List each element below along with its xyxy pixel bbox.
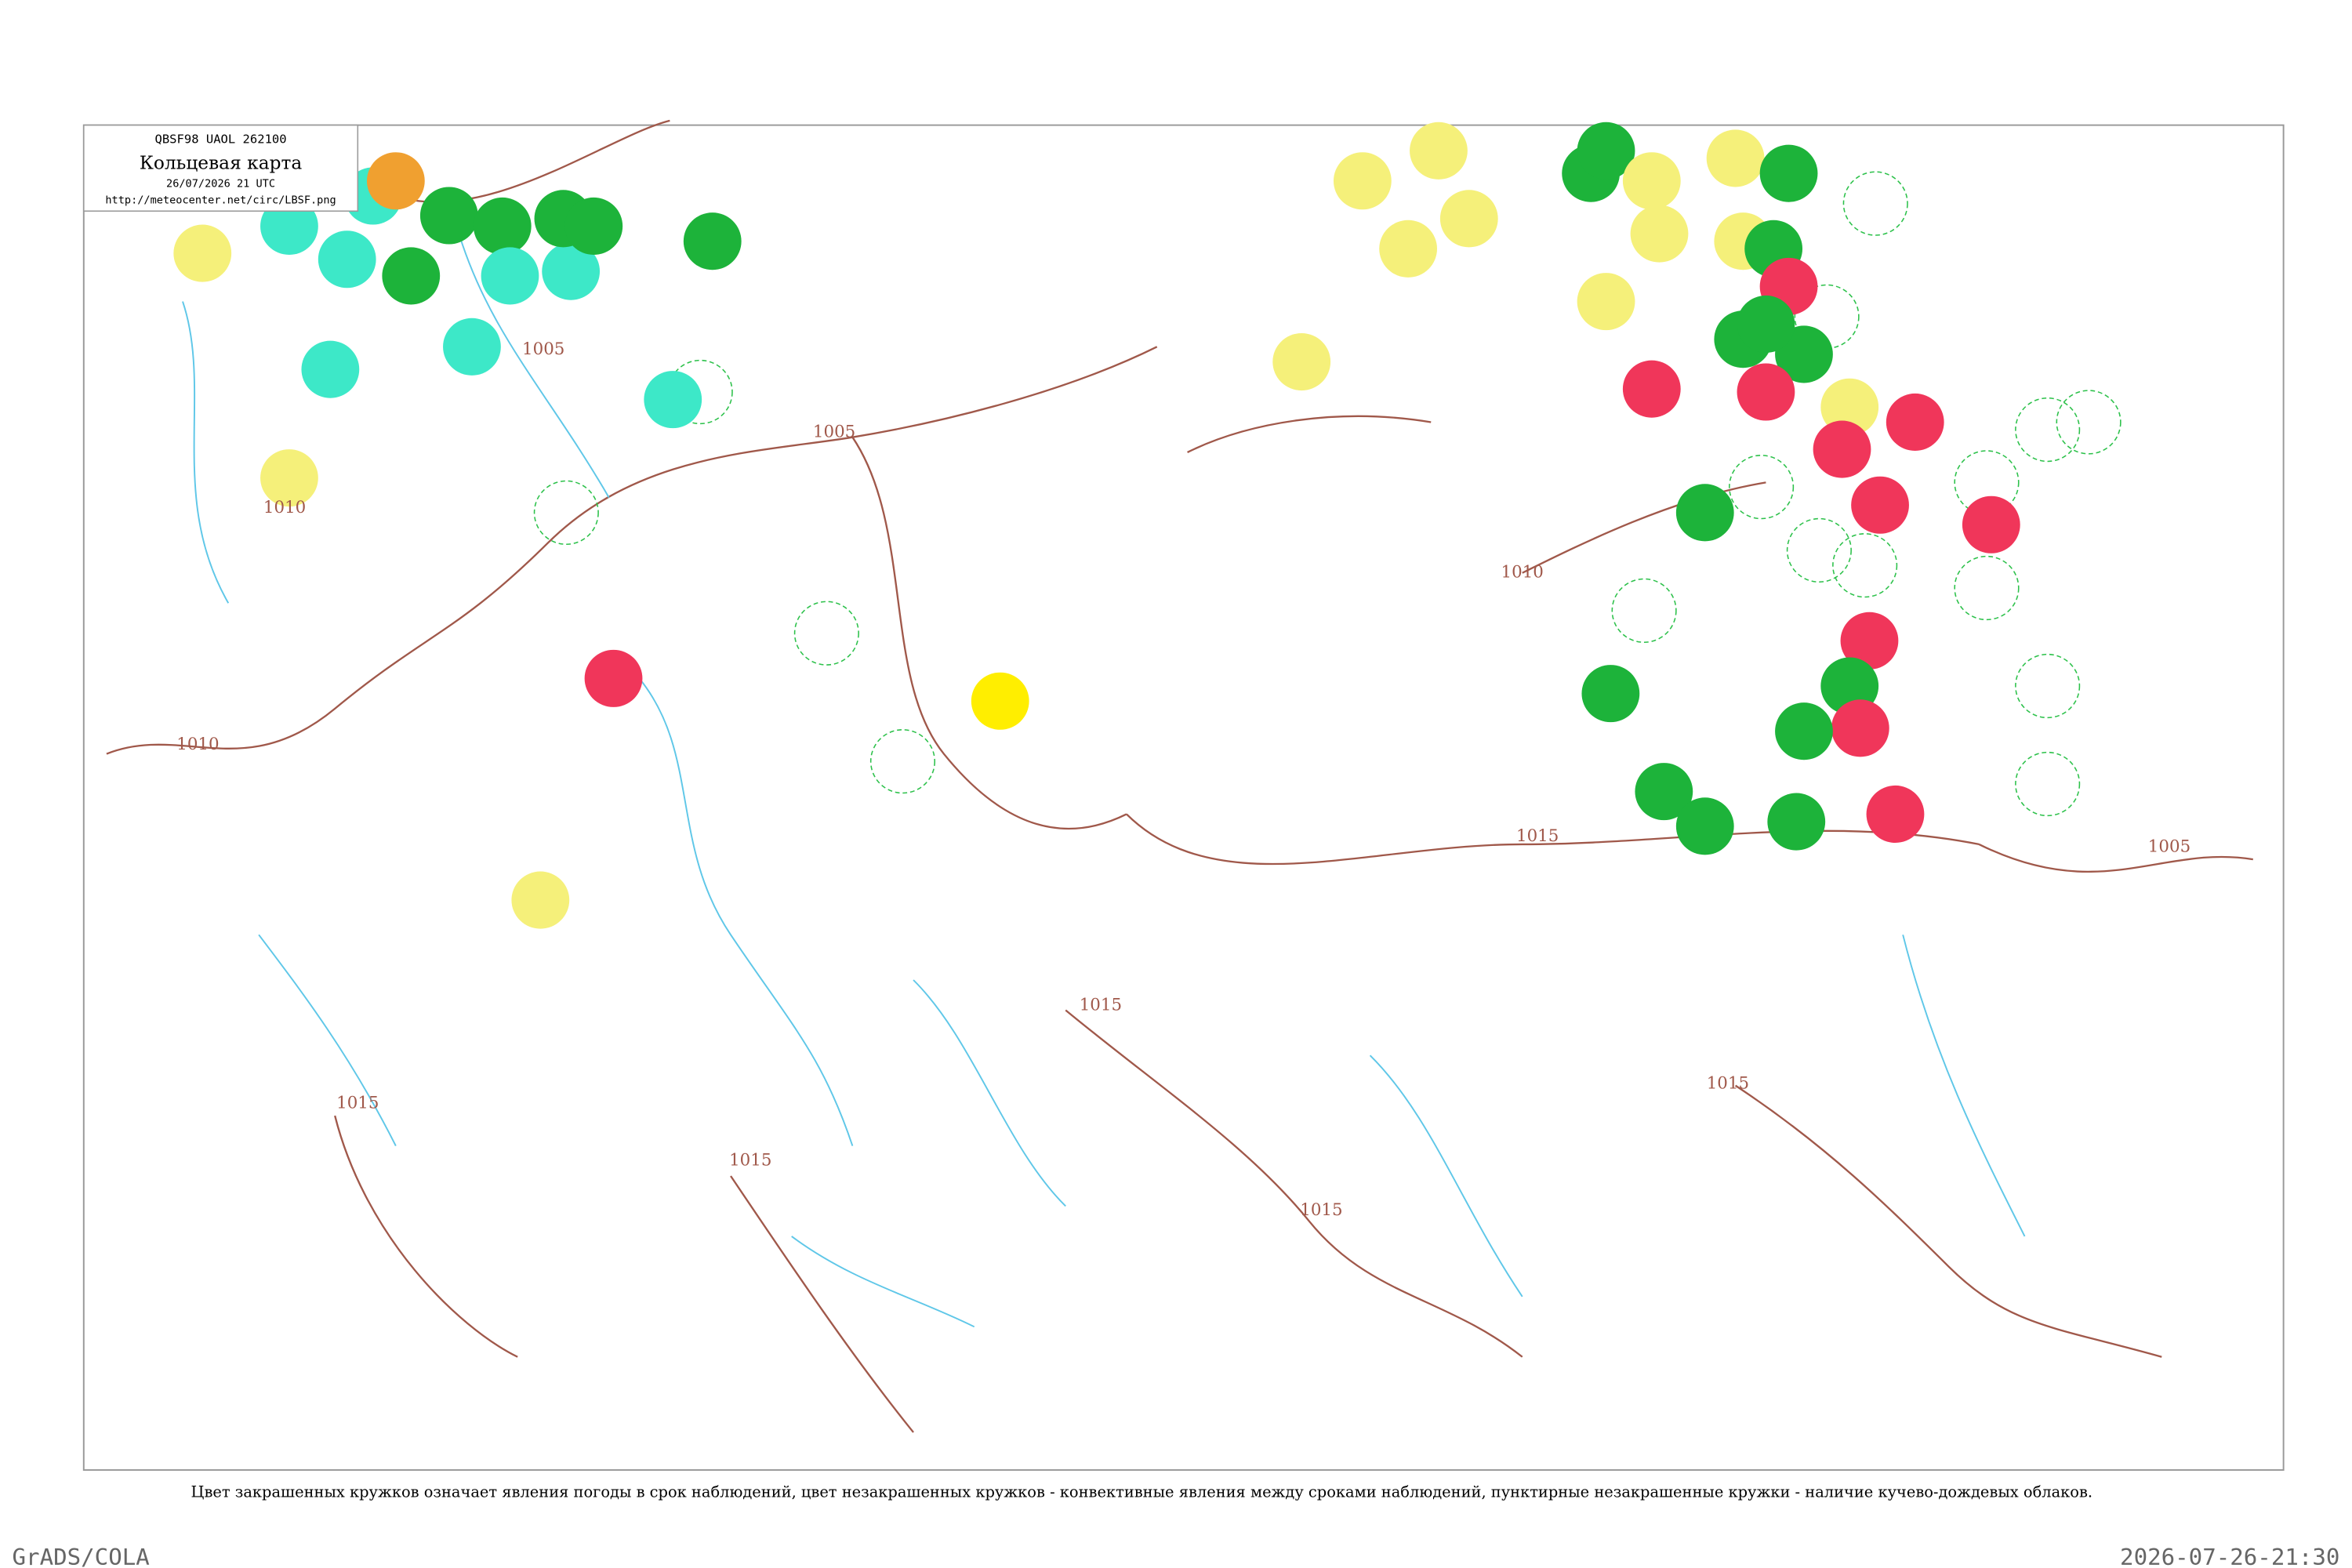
weather-circle bbox=[1581, 665, 1640, 723]
weather-circle bbox=[1577, 122, 1635, 180]
isobar-label: 1015 bbox=[1080, 996, 1122, 1015]
weather-circle bbox=[173, 224, 232, 282]
cb-cloud-ring bbox=[2015, 653, 2081, 719]
isobar-label: 1005 bbox=[522, 339, 564, 359]
cb-cloud-ring bbox=[1786, 517, 1852, 583]
cb-cloud-ring bbox=[1954, 555, 2020, 621]
weather-circle bbox=[1439, 190, 1498, 248]
cb-cloud-ring bbox=[1832, 533, 1898, 598]
weather-circle bbox=[1737, 363, 1795, 421]
footer-right: 2026-07-26-21:30 bbox=[2120, 1544, 2339, 1568]
weather-circle bbox=[1886, 393, 1944, 451]
cb-cloud-ring bbox=[2015, 751, 2081, 817]
weather-circle bbox=[542, 242, 601, 300]
cb-cloud-ring bbox=[1729, 455, 1795, 520]
cb-cloud-ring bbox=[533, 480, 599, 545]
header-box bbox=[83, 124, 359, 212]
weather-circle bbox=[1851, 476, 1909, 534]
weather-circle bbox=[382, 247, 441, 305]
weather-circle bbox=[1675, 797, 1734, 855]
isobar-label: 1005 bbox=[2148, 837, 2190, 857]
weather-circle bbox=[1622, 152, 1681, 210]
rivers bbox=[182, 226, 2026, 1328]
weather-circle bbox=[1737, 295, 1795, 353]
isobar-label: 1015 bbox=[1516, 826, 1559, 846]
weather-circle bbox=[1840, 612, 1899, 670]
header-title: Кольцевая карта bbox=[140, 152, 303, 173]
station-circles bbox=[173, 122, 2122, 929]
weather-circle bbox=[1635, 763, 1693, 821]
cb-cloud-ring bbox=[1842, 171, 1908, 236]
cb-cloud-ring bbox=[2056, 390, 2122, 455]
weather-circle bbox=[473, 197, 532, 255]
isobar-label: 1015 bbox=[729, 1151, 771, 1171]
weather-circle bbox=[366, 152, 425, 210]
weather-circle bbox=[1577, 273, 1635, 331]
weather-circle bbox=[1706, 129, 1765, 187]
isobar-labels: 1005 1010 1015 1015 1015 1015 1015 1005 1010 1010… bbox=[176, 339, 2190, 1220]
cb-cloud-ring bbox=[1611, 578, 1677, 643]
weather-circle bbox=[260, 449, 318, 507]
footer-left: GrADS/COLA bbox=[13, 1544, 150, 1568]
weather-circle bbox=[683, 212, 742, 270]
isobar-label: 1010 bbox=[263, 498, 306, 517]
weather-circle bbox=[1410, 122, 1468, 180]
weather-circle bbox=[584, 649, 643, 707]
weather-circle bbox=[1813, 420, 1871, 478]
weather-circle bbox=[301, 340, 360, 398]
cb-cloud-ring bbox=[2015, 397, 2081, 463]
weather-circle bbox=[1272, 333, 1331, 391]
caption: Цвет закрашенных кружков означает явлени… bbox=[191, 1483, 2093, 1501]
isobar-label: 1015 bbox=[1300, 1200, 1342, 1220]
weather-circle bbox=[1333, 152, 1392, 210]
weather-circle bbox=[1767, 793, 1826, 851]
weather-circle bbox=[481, 247, 539, 305]
weather-circle bbox=[1820, 378, 1879, 436]
weather-circle bbox=[971, 672, 1029, 730]
isobar-label: 1010 bbox=[1501, 563, 1544, 583]
weather-circle bbox=[1831, 699, 1889, 757]
weather-circle bbox=[644, 371, 702, 429]
weather-circle bbox=[1379, 220, 1438, 278]
cb-cloud-ring bbox=[869, 729, 936, 794]
header-url: http://meteocenter.net/circ/LBSF.png bbox=[105, 194, 336, 207]
weather-circle bbox=[419, 187, 478, 245]
cb-cloud-ring bbox=[793, 601, 859, 666]
weather-circle bbox=[1866, 785, 1925, 843]
weather-circle bbox=[1675, 484, 1734, 542]
isobar-label: 1010 bbox=[176, 735, 219, 754]
weather-circle bbox=[260, 197, 318, 255]
weather-circle bbox=[1962, 495, 2020, 554]
isobar-label: 1015 bbox=[336, 1094, 379, 1113]
header-code: QBSF98 UAOL 262100 bbox=[155, 132, 287, 147]
header-date: 26/07/2026 21 UTC bbox=[166, 178, 275, 191]
weather-circle bbox=[318, 230, 376, 289]
weather-circle bbox=[443, 318, 501, 376]
weather-circle bbox=[1759, 144, 1818, 202]
weather-circle bbox=[1630, 205, 1689, 263]
weather-circle bbox=[511, 871, 570, 929]
weather-circle bbox=[1622, 360, 1681, 418]
isobar-label: 1015 bbox=[1707, 1074, 1749, 1094]
weather-circle bbox=[564, 197, 623, 255]
isobar-label: 1005 bbox=[813, 423, 855, 442]
weather-circle bbox=[1775, 702, 1833, 760]
